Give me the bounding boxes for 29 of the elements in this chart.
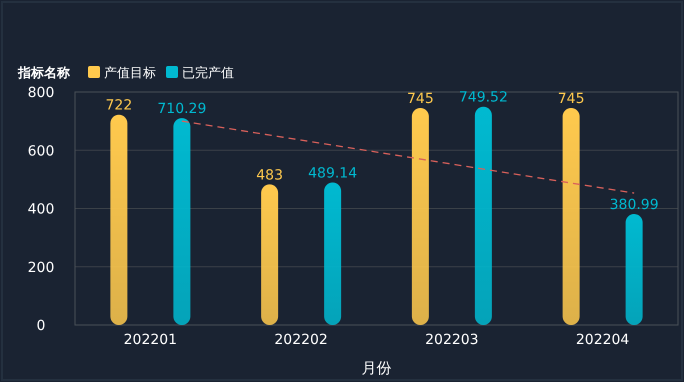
y-tick-label: 600 [28, 143, 54, 160]
data-label: 745 [407, 91, 434, 108]
x-tick-label: 202201 [124, 332, 178, 348]
x-tick-label: 202204 [576, 332, 630, 348]
bar [474, 106, 492, 325]
legend-title: 指标名称 [17, 66, 71, 81]
x-tick-label: 202203 [425, 332, 479, 348]
data-label: 722 [106, 98, 132, 114]
data-label: 489.14 [308, 166, 358, 182]
y-tick-label: 200 [28, 260, 54, 276]
bar [626, 214, 643, 325]
bar [562, 108, 580, 325]
bar [110, 114, 128, 325]
y-tick-label: 400 [28, 202, 54, 218]
x-axis-title: 月份 [362, 359, 392, 377]
bar [261, 184, 278, 325]
legend-label: 产值目标 [104, 66, 156, 81]
bar [173, 118, 190, 325]
data-label: 745 [558, 91, 584, 108]
legend-label: 已完产值 [182, 65, 234, 81]
bar [412, 108, 429, 325]
y-tick-label: 800 [28, 85, 54, 101]
data-label: 380.99 [610, 197, 659, 214]
x-tick-label: 202202 [274, 332, 328, 348]
y-tick-label: 0 [36, 318, 46, 334]
bar [324, 182, 342, 325]
data-label: 483 [256, 167, 283, 184]
data-label: 749.52 [458, 90, 508, 106]
data-label: 710.29 [157, 101, 206, 118]
